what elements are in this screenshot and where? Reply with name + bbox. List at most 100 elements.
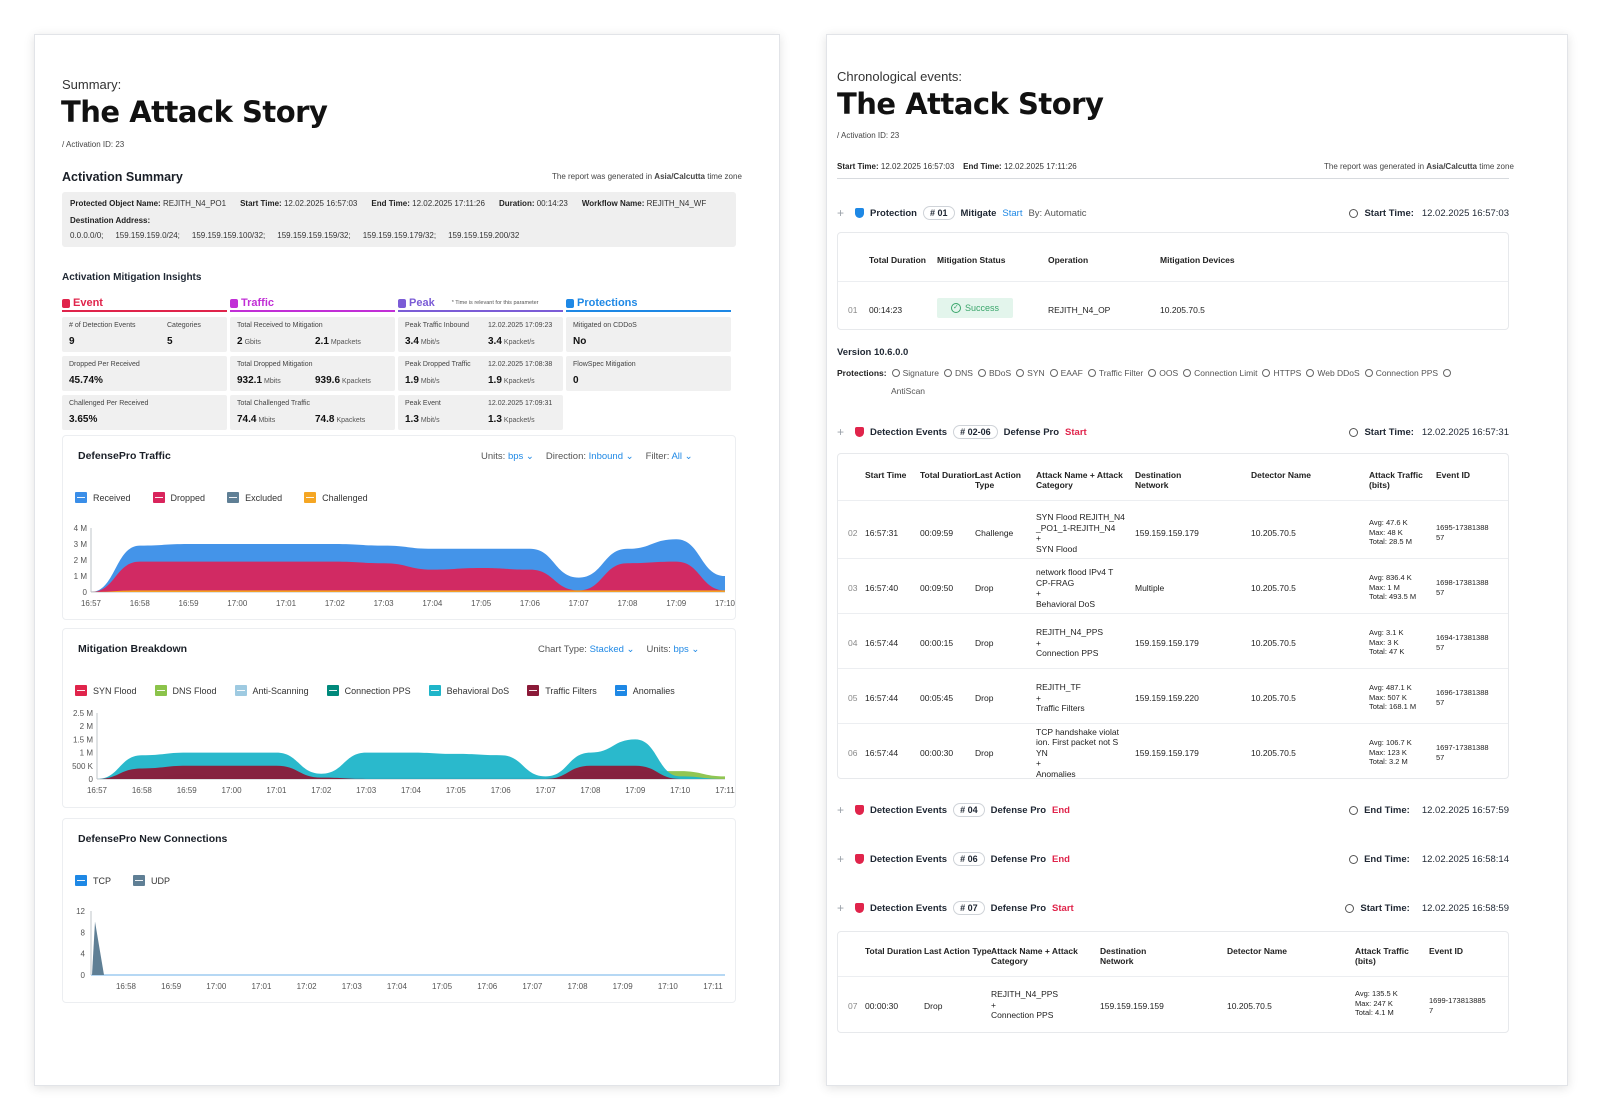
x-tick-label: 17:00 bbox=[222, 786, 243, 795]
chevron-down-icon: ⌄ bbox=[684, 451, 693, 462]
event-time: End Time: 12.02.2025 16:57:59 bbox=[1349, 805, 1509, 816]
metric-number: No bbox=[573, 336, 587, 347]
detection-event-row[interactable]: + Detection Events # 06 Defense Pro End End T… bbox=[837, 852, 1509, 866]
table-row[interactable]: 07 00:00:30 Drop REJITH_N4_PPS + Connection P… bbox=[838, 978, 1508, 1032]
attack-line: CP-FRAG bbox=[1036, 577, 1075, 588]
protection-extra: AntiScan bbox=[891, 386, 926, 396]
event-id-line: 1694-17381388 bbox=[1436, 633, 1489, 642]
table-row[interactable]: 05 16:57:44 00:05:45 Drop REJITH_TF + Traffic … bbox=[838, 669, 1508, 723]
cell-event-id: 1698-17381388 57 bbox=[1436, 578, 1489, 597]
insight-column-title: Peak bbox=[409, 297, 435, 309]
traffic-line: Total: 168.1 M bbox=[1369, 702, 1417, 711]
metric-label: Total Challenged Traffic bbox=[237, 400, 311, 407]
cell-duration: 00:09:50 bbox=[920, 583, 954, 593]
legend-item[interactable]: Dropped bbox=[152, 492, 205, 503]
radio-icon bbox=[1364, 369, 1373, 377]
metric-value: 3.4 Kpacket/s bbox=[488, 336, 535, 347]
x-tick-label: 17:08 bbox=[580, 786, 601, 795]
metric-value: 2.1 Mpackets bbox=[315, 336, 361, 347]
metric-unit: Kpacket/s bbox=[503, 339, 535, 346]
cell-attack: REJITH_N4_PPS + Connection PPS bbox=[991, 989, 1058, 1021]
expand-icon[interactable]: + bbox=[837, 206, 845, 220]
expand-icon[interactable]: + bbox=[837, 852, 845, 866]
field-label: Duration: bbox=[498, 199, 535, 208]
expand-icon[interactable]: + bbox=[837, 425, 845, 439]
legend-swatch bbox=[133, 875, 145, 886]
cell-event-id: 1697-17381388 57 bbox=[1436, 743, 1489, 762]
row-divider bbox=[838, 500, 1508, 501]
column-header: Total Duration bbox=[865, 946, 922, 956]
x-tick-label: 17:11 bbox=[703, 982, 723, 991]
cell-event-id: 1699-173813885 7 bbox=[1429, 996, 1486, 1015]
metric-label: Peak Dropped Traffic bbox=[405, 361, 471, 368]
metric-label: # of Detection Events bbox=[69, 322, 136, 329]
x-tick-label: 17:04 bbox=[422, 599, 443, 608]
clock-icon bbox=[1349, 805, 1359, 815]
event-time: Start Time: 12.02.2025 16:57:03 bbox=[1349, 208, 1509, 219]
table-row[interactable]: 03 16:57:40 00:09:50 Drop network flood IPv4… bbox=[838, 559, 1508, 613]
event-action: Mitigate bbox=[960, 207, 997, 219]
units-dropdown[interactable]: Units: bps ⌄ bbox=[481, 451, 534, 462]
expand-icon[interactable]: + bbox=[837, 901, 845, 915]
legend-label: Traffic Filters bbox=[545, 685, 597, 696]
legend-item[interactable]: Behavioral DoS bbox=[428, 685, 509, 696]
traffic-icon bbox=[230, 298, 238, 308]
time-label: End Time: bbox=[1364, 804, 1410, 816]
legend-item[interactable]: UDP bbox=[133, 875, 170, 886]
legend-item[interactable]: Traffic Filters bbox=[527, 685, 597, 696]
x-tick-label: 17:09 bbox=[625, 786, 646, 795]
chart-type-dropdown[interactable]: Chart Type: Stacked ⌄ bbox=[538, 644, 635, 655]
detection-event-row[interactable]: + Detection Events # 04 Defense Pro End End T… bbox=[837, 803, 1509, 817]
cell-action: Drop bbox=[975, 583, 994, 593]
series-area-traffic-filters bbox=[97, 765, 725, 779]
legend-item[interactable]: Challenged bbox=[304, 492, 368, 503]
filter-dropdown[interactable]: Filter: All ⌄ bbox=[645, 451, 693, 462]
cell-attack: TCP handshake violat ion. First packet no… bbox=[1036, 727, 1128, 780]
units-dropdown[interactable]: Units: bps ⌄ bbox=[646, 644, 700, 655]
legend-item[interactable]: TCP bbox=[75, 875, 111, 886]
table-row[interactable]: 04 16:57:44 00:00:15 Drop REJITH_N4_PPS + Conn… bbox=[838, 614, 1508, 668]
cell-destination: 159.159.159.179 bbox=[1135, 748, 1199, 758]
metric-box: Challenged Per Received 3.65% bbox=[62, 395, 227, 430]
metric-unit: Kpackets bbox=[342, 378, 371, 385]
expand-icon[interactable]: + bbox=[837, 803, 845, 817]
row-divider bbox=[838, 613, 1508, 614]
x-tick-label: 17:07 bbox=[536, 786, 557, 795]
legend-item[interactable]: Anomalies bbox=[614, 685, 675, 696]
detection-event-row[interactable]: + Detection Events # 02-06 Defense Pro S… bbox=[837, 425, 1509, 439]
attack-line: Traffic Filters bbox=[1036, 703, 1085, 714]
insight-column-title: Protections bbox=[577, 297, 638, 309]
legend-item[interactable]: SYN Flood bbox=[75, 685, 137, 696]
legend-swatch bbox=[152, 492, 165, 503]
legend-label: Connection PPS bbox=[344, 685, 411, 696]
traffic-line: Total: 4.1 M bbox=[1355, 1008, 1394, 1017]
metric-value: 74.4 Mbits bbox=[237, 414, 275, 425]
row-number: 05 bbox=[848, 693, 858, 703]
attack-line: + bbox=[1036, 692, 1041, 703]
breakdown-chart-controls: Chart Type: Stacked ⌄ Units: bps ⌄ bbox=[538, 644, 699, 655]
attack-line: + bbox=[1036, 637, 1041, 648]
legend-item[interactable]: Excluded bbox=[227, 492, 282, 503]
shield-icon bbox=[855, 427, 864, 437]
event-label: Detection Events bbox=[870, 804, 948, 816]
table-row[interactable]: 06 16:57:44 00:00:30 Drop TCP handshake viol… bbox=[838, 724, 1508, 780]
legend-item[interactable]: Received bbox=[75, 492, 131, 503]
detection-event-row[interactable]: + Detection Events # 07 Defense Pro Start Sta… bbox=[837, 901, 1509, 915]
insight-column-peak: Peak * Time is relevant for this paramete… bbox=[398, 297, 539, 309]
summary-field: Protected Object Name: REJITH_N4_PO1 bbox=[70, 199, 226, 208]
legend-item[interactable]: Anti-Scanning bbox=[234, 685, 309, 696]
traffic-line: Avg: 106.7 K bbox=[1369, 738, 1412, 747]
table-row[interactable]: 02 16:57:31 00:09:59 Challenge SYN Flood REJ… bbox=[838, 504, 1508, 558]
radio-icon bbox=[1443, 369, 1452, 377]
event-device: Defense Pro bbox=[990, 853, 1047, 865]
protection-event-row[interactable]: + Protection # 01 Mitigate Start By: Aut… bbox=[837, 206, 1509, 220]
metric-box: # of Detection Events 9 Categories 5 bbox=[62, 317, 227, 352]
direction-dropdown[interactable]: Direction: Inbound ⌄ bbox=[545, 451, 634, 462]
legend-label: Excluded bbox=[245, 492, 283, 503]
cell-duration: 00:05:45 bbox=[920, 693, 954, 703]
summary-field: End Time: 12.02.2025 17:11:26 bbox=[371, 199, 485, 208]
event-status: End bbox=[1052, 853, 1070, 865]
legend-item[interactable]: Connection PPS bbox=[326, 685, 411, 696]
legend-item[interactable]: DNS Flood bbox=[154, 685, 217, 696]
metric-label: FlowSpec Mitigation bbox=[573, 361, 636, 368]
